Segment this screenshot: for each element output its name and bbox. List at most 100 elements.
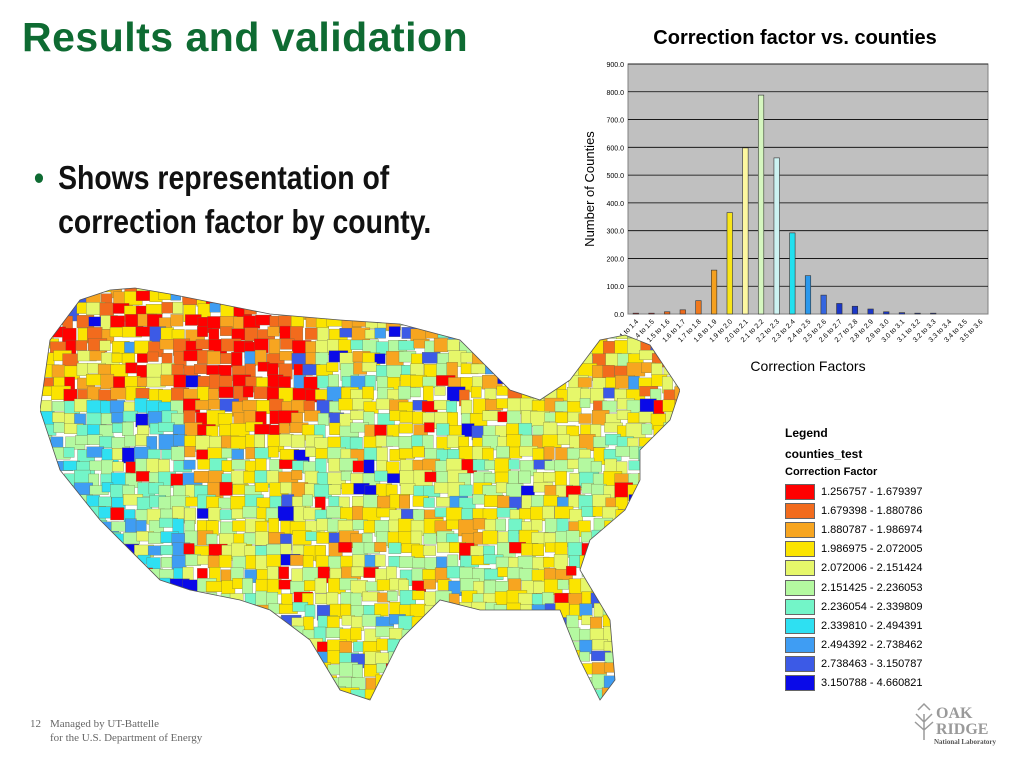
county-cell (605, 288, 623, 296)
county-cell (662, 437, 680, 450)
county-cell (146, 653, 161, 666)
county-cell (374, 698, 387, 700)
county-cell (662, 531, 674, 549)
county-cell (675, 615, 680, 633)
bar (898, 312, 905, 315)
county-cell (509, 699, 530, 700)
county-cell (592, 280, 607, 287)
slide-title: Results and validation (22, 14, 469, 60)
county-cell (316, 675, 337, 687)
county-cell (302, 555, 314, 568)
county-cell (326, 506, 343, 519)
county-cell (63, 521, 84, 536)
bar (695, 300, 702, 315)
county-cell (461, 713, 474, 720)
county-cell (640, 613, 652, 627)
county-cell (448, 711, 463, 720)
county-cell (40, 639, 53, 651)
county-cell (375, 688, 394, 698)
county-cell (100, 615, 122, 629)
county-cell (254, 662, 275, 672)
county-cell (51, 625, 63, 638)
county-cell (557, 677, 576, 688)
county-cell (664, 482, 680, 497)
county-cell (554, 326, 569, 343)
county-cell (171, 364, 184, 376)
county-cell (52, 412, 65, 423)
county-cell (663, 288, 675, 289)
county-cell (194, 288, 211, 295)
county-cell (208, 640, 223, 654)
county-cell (446, 302, 462, 313)
legend-swatch (785, 541, 815, 558)
county-cell (460, 687, 478, 700)
county-cell (638, 686, 657, 700)
bar (789, 232, 796, 315)
county-cell (449, 315, 469, 329)
county-cell (218, 386, 234, 398)
county-cell (351, 292, 369, 309)
county-cell (148, 616, 167, 633)
county-cell (208, 697, 229, 700)
county-cell (542, 302, 554, 314)
county-cell (76, 617, 94, 635)
county-cell (651, 363, 663, 376)
county-cell (136, 592, 153, 609)
footer-line-2: for the U.S. Department of Energy (50, 732, 203, 744)
county-cell (53, 507, 69, 525)
county-cell (507, 341, 524, 358)
county-cell (677, 471, 680, 485)
county-cell (555, 686, 575, 698)
county-cell (614, 664, 629, 675)
county-cell (86, 556, 102, 574)
county-cell (675, 665, 680, 677)
county-cell (52, 481, 66, 492)
county-cell (218, 713, 233, 720)
county-cell (399, 556, 415, 568)
county-cell (519, 376, 540, 391)
county-cell (245, 653, 257, 671)
county-cell (173, 374, 187, 388)
county-cell (255, 628, 272, 643)
county-cell (50, 677, 67, 689)
county-cell (673, 329, 680, 340)
county-cell (676, 484, 680, 499)
county-cell (436, 556, 447, 569)
county-cell (149, 628, 168, 640)
county-cell (423, 497, 435, 508)
county-cell (101, 553, 121, 569)
county-cell (506, 434, 523, 448)
county-cell (423, 291, 440, 302)
county-cell (665, 592, 680, 605)
county-cell (638, 662, 659, 674)
county-cell (674, 449, 680, 462)
county-cell (412, 288, 427, 295)
county-cell (531, 664, 552, 678)
county-cell (63, 495, 77, 509)
county-cell (279, 639, 299, 655)
county-cell (566, 291, 582, 306)
county-cell (544, 676, 563, 687)
county-cell (638, 556, 651, 569)
county-cell (675, 677, 680, 694)
county-cell (267, 288, 283, 290)
county-cell (173, 677, 184, 688)
county-cell (172, 652, 187, 670)
county-cell (197, 605, 209, 620)
county-cell (531, 316, 550, 327)
county-cell (410, 363, 424, 377)
county-cell (184, 663, 195, 675)
county-cell (64, 288, 80, 290)
county-cell (580, 577, 597, 593)
county-cell (231, 352, 243, 368)
county-cell (64, 579, 85, 594)
county-cell (554, 292, 572, 307)
county-cell (374, 288, 392, 291)
county-cell (412, 675, 431, 687)
county-cell (545, 542, 556, 553)
county-cell (231, 628, 251, 644)
county-cell (570, 714, 584, 720)
county-cell (554, 317, 575, 331)
county-cell (206, 425, 219, 437)
county-cell (410, 293, 429, 304)
